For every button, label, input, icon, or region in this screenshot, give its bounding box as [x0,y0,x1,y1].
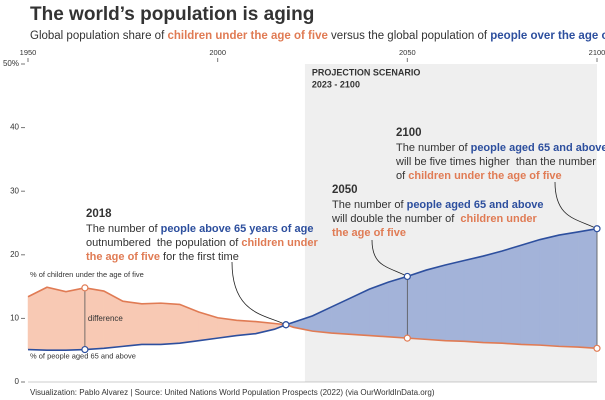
x-tick-label: 2050 [399,48,416,57]
difference-area [501,244,522,345]
annotation-line-part: people aged 65 and above [471,142,605,154]
y-tick-label: 10 [10,314,19,323]
annotation-heading: 2018 [86,208,112,220]
annotation-line-part: children under [460,213,537,225]
chart-subtitle: Global population share of children unde… [30,30,605,42]
annotation-line: the age of five for the first time [86,251,239,263]
y-tick-label: 0 [15,377,20,386]
annotation-line-part: children under [241,237,318,249]
difference-area [407,269,427,340]
difference-area [46,286,67,351]
difference-area [122,300,143,347]
annotation-line-part: The number of [86,223,161,235]
point-marker [81,345,89,354]
difference-area [160,302,180,345]
y-tick-label: 40 [10,123,19,132]
annotation-line-part: people aged 65 and above [407,199,544,211]
annotation-line-part: of [396,170,408,182]
annotation-line-part: children under the age of five [408,170,561,182]
difference-area [65,287,86,351]
annotation-line-part: The number of [396,142,471,154]
difference-area [539,234,560,347]
point-marker [403,272,411,281]
x-tick-label: 2100 [589,48,605,57]
annotation-line: will be five times higher than the numbe… [395,156,596,168]
point-marker [593,344,601,352]
annotation-line-part: the age of five [86,251,160,263]
series-label: % of people aged 65 and above [30,352,136,361]
point-marker [593,225,601,233]
annotation-line-part: people above 65 years of age [161,223,314,235]
source-note: Visualization: Pablo Alvarez | Source: U… [30,388,435,397]
chart-subtitle-part: Global population share of [30,30,167,42]
projection-label: PROJECTION SCENARIO [312,67,421,77]
annotation-line: will double the number of children under [331,213,538,225]
difference-area [369,281,389,338]
chart-title: The world’s population is aging [30,4,314,25]
y-tick-label: 20 [10,250,19,259]
point-marker [81,284,89,292]
difference-area [463,255,484,343]
difference-area [217,317,237,339]
point-marker [282,321,290,329]
annotation-line: of children under the age of five [396,170,562,182]
difference-area [558,231,579,348]
point-marker [403,334,411,342]
annotation-line-part: will double the number of [331,213,460,225]
chart-subtitle-part: people over the age of 65 [490,30,605,42]
annotation-line: The number of people above 65 years of a… [86,223,313,235]
annotation-line: outnumbered the population of children u… [86,237,318,249]
annotation-line: The number of people aged 65 and above [332,199,544,211]
x-tick-label: 1950 [20,48,37,57]
annotation-line: the age of five [332,227,406,239]
x-tick-label: 2000 [209,48,226,57]
annotation-line-part: for the first time [160,251,239,263]
annotation-line-part: The number of [332,199,407,211]
difference-label: difference [88,314,124,323]
difference-area [141,302,162,345]
y-tick-label: 30 [10,186,19,195]
annotation-line: The number of people aged 65 and above [396,142,605,154]
difference-area [388,276,408,339]
annotation-connector [231,261,287,326]
y-tick-label: 50% [3,59,19,68]
difference-area [520,239,541,346]
series-line [27,286,598,350]
annotation-heading: 2050 [332,184,358,196]
difference-area [445,260,465,342]
chart-subtitle-part: children under the age of five [167,30,327,42]
series-label: % of children under the age of five [30,270,144,279]
annotation-line-part: will be five times higher than the numbe… [395,156,596,168]
annotation-heading: 2100 [396,127,422,139]
projection-range: 2023 - 2100 [312,79,360,89]
annotation-connector [371,239,408,277]
annotation-line-part: outnumbered the population of [86,237,241,249]
annotation-line-part: the age of five [332,227,406,239]
series-line [27,227,598,351]
difference-area [426,264,446,341]
chart-subtitle-part: versus the global population of [328,30,490,42]
annotation-connector [554,181,598,230]
difference-area [482,250,503,344]
difference-area [27,286,48,351]
difference-area [577,228,598,349]
